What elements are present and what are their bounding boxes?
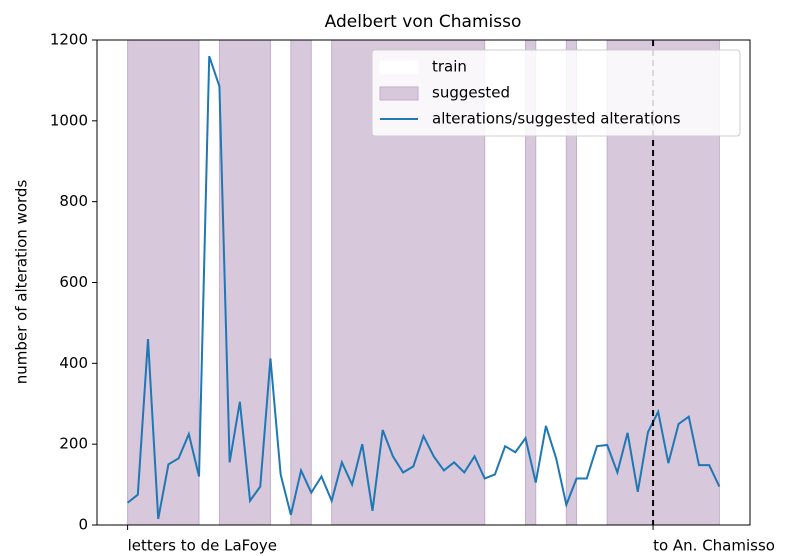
suggested-span bbox=[290, 39, 312, 526]
y-tick-label: 0 bbox=[78, 516, 88, 534]
y-tick-label: 600 bbox=[59, 273, 88, 291]
y-axis-label: number of alteration words bbox=[13, 180, 31, 385]
y-tick-label: 800 bbox=[59, 192, 88, 210]
y-tick-label: 1000 bbox=[50, 111, 88, 129]
suggested-span bbox=[127, 39, 200, 526]
chart-title: Adelbert von Chamisso bbox=[325, 12, 522, 32]
legend-swatch bbox=[379, 60, 419, 75]
y-tick-label: 400 bbox=[59, 354, 88, 372]
legend-swatch bbox=[379, 86, 419, 101]
legend-box bbox=[371, 49, 741, 137]
data-line bbox=[126, 55, 721, 520]
legend-label: train bbox=[432, 58, 467, 76]
y-tick-label: 200 bbox=[59, 435, 88, 453]
legend-label: suggested bbox=[432, 84, 510, 102]
y-tick-label: 1200 bbox=[50, 31, 88, 49]
x-tick-label: letters to de LaFoye bbox=[128, 537, 277, 555]
x-tick-label: to An. Chamisso bbox=[653, 537, 775, 555]
legend-label: alterations/suggested alterations bbox=[432, 110, 681, 128]
